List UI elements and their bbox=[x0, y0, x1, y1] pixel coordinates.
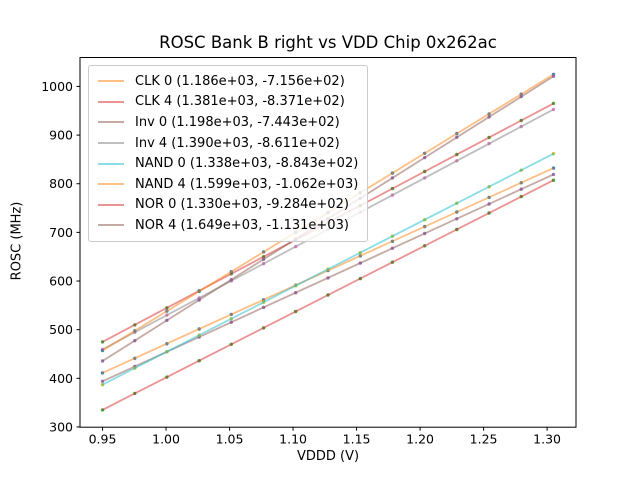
legend-item: NAND 0 (1.338e+03, -8.843e+02) bbox=[98, 153, 358, 174]
y-tick-label: 800 bbox=[49, 176, 73, 191]
y-axis-label: ROSC (MHz) bbox=[9, 201, 25, 281]
legend-label: NAND 0 (1.338e+03, -8.843e+02) bbox=[135, 156, 359, 172]
y-tick-label: 600 bbox=[49, 274, 73, 289]
legend-label: CLK 0 (1.186e+03, -7.156e+02) bbox=[135, 73, 345, 89]
x-tick-label: 1.30 bbox=[533, 432, 561, 447]
x-tick-label: 1.15 bbox=[343, 432, 371, 447]
chart-title: ROSC Bank B right vs VDD Chip 0x262ac bbox=[159, 33, 497, 52]
x-tick-label: 1.05 bbox=[216, 432, 244, 447]
legend-line-swatch bbox=[98, 100, 124, 103]
y-tick-label: 700 bbox=[49, 225, 73, 240]
axes-border bbox=[79, 57, 577, 428]
y-tick-label: 1000 bbox=[41, 79, 73, 94]
x-tick-label: 1.20 bbox=[406, 432, 434, 447]
y-tick-label: 900 bbox=[49, 128, 73, 143]
legend-line-swatch bbox=[98, 121, 124, 124]
x-tick-label: 1.00 bbox=[152, 432, 180, 447]
legend-line-swatch bbox=[98, 203, 124, 206]
legend: CLK 0 (1.186e+03, -7.156e+02) CLK 4 (1.38… bbox=[88, 65, 369, 242]
legend-item: NAND 4 (1.599e+03, -1.062e+03) bbox=[98, 174, 358, 195]
legend-line-swatch bbox=[98, 142, 124, 145]
legend-line-swatch bbox=[98, 183, 124, 186]
legend-item: CLK 0 (1.186e+03, -7.156e+02) bbox=[98, 71, 358, 92]
legend-label: NOR 0 (1.330e+03, -9.284e+02) bbox=[135, 197, 349, 213]
series-nor-0 bbox=[100, 178, 556, 412]
x-tick-label: 0.95 bbox=[89, 432, 117, 447]
legend-label: Inv 0 (1.198e+03, -7.443e+02) bbox=[135, 114, 340, 130]
legend-label: Inv 4 (1.390e+03, -8.611e+02) bbox=[135, 135, 340, 151]
legend-label: NOR 4 (1.649e+03, -1.131e+03) bbox=[135, 217, 349, 233]
legend-item: NOR 4 (1.649e+03, -1.131e+03) bbox=[98, 215, 358, 236]
legend-line-swatch bbox=[98, 80, 124, 83]
x-tick-label: 1.10 bbox=[279, 432, 307, 447]
legend-label: CLK 4 (1.381e+03, -8.371e+02) bbox=[135, 94, 345, 110]
y-tick-label: 300 bbox=[49, 419, 73, 434]
legend-item: NOR 0 (1.330e+03, -9.284e+02) bbox=[98, 195, 358, 216]
legend-label: NAND 4 (1.599e+03, -1.062e+03) bbox=[135, 176, 359, 192]
fit-line bbox=[102, 179, 554, 411]
y-tick-label: 400 bbox=[49, 371, 73, 386]
x-axis-label: VDDD (V) bbox=[296, 449, 360, 464]
fit-line bbox=[102, 152, 554, 386]
legend-item: Inv 0 (1.198e+03, -7.443e+02) bbox=[98, 112, 358, 133]
legend-line-swatch bbox=[98, 224, 124, 227]
legend-item: Inv 4 (1.390e+03, -8.611e+02) bbox=[98, 133, 358, 154]
y-tick-label: 500 bbox=[49, 322, 73, 337]
x-tick-label: 1.25 bbox=[470, 432, 498, 447]
legend-item: CLK 4 (1.381e+03, -8.371e+02) bbox=[98, 92, 358, 113]
legend-line-swatch bbox=[98, 162, 124, 165]
series-nand-0 bbox=[100, 152, 556, 387]
